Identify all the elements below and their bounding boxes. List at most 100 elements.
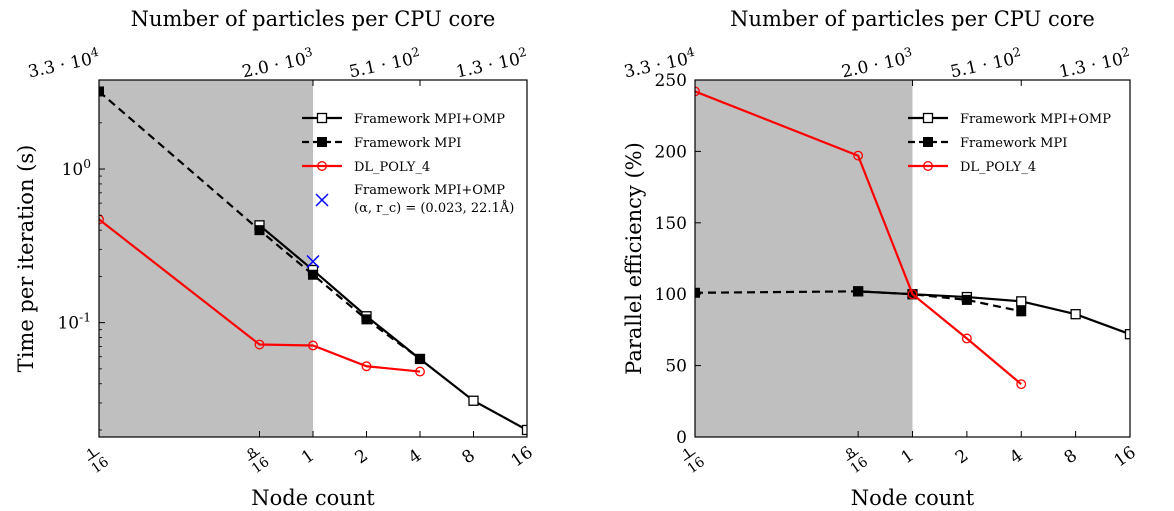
x-tick-text: 4 [405,446,425,469]
series-line [695,90,1022,386]
legend-entry: Framework MPI+OMP [302,112,505,127]
legend-label: Framework MPI [960,136,1067,151]
plot-area [695,86,1130,390]
x-tick-text: 816 [839,442,871,477]
x-tick-label: 8 [458,446,478,469]
y-axis-label: Time per iteration (s) [14,145,38,373]
y-tick-label: 100 [62,157,91,180]
x-tick-label: 4 [1006,446,1026,469]
x-axis-label: Node count [251,486,375,510]
data-point [361,314,372,325]
x-tick-text: 1 [897,446,917,469]
x-tick-text: 8 [458,446,478,469]
x2-axis-label: Number of particles per CPU core [730,7,1095,31]
x-tick-text: 2 [952,446,972,469]
x2-axis-label: Number of particles per CPU core [131,7,496,31]
legend-marker [315,193,329,207]
x-tick-label: 4 [405,446,425,469]
data-point [1016,306,1027,317]
y-axis-label: Parallel efficiency (%) [622,142,646,375]
data-point [254,225,265,236]
data-point [468,395,479,406]
y-tick-label: 250 [655,71,687,91]
legend-marker [922,112,934,124]
x2-tick-text: 3.3 · 104 [26,45,102,83]
y-tick-text: 50 [665,357,687,377]
data-point [361,361,372,372]
x2-tick-label: 5.1 · 102 [347,45,423,83]
legend-label: DL_POLY_4 [960,160,1036,175]
x-tick-text: 2 [351,446,371,469]
data-point [521,424,527,436]
legend-entry: Framework MPI [302,136,461,151]
x-tick-label: 816 [241,442,273,477]
x-tick-text: 8 [1061,446,1081,469]
x-tick-text: 1 [298,446,318,469]
x2-tick-label: 1.3 · 102 [454,45,530,83]
plot-area [99,86,527,436]
y-tick-label: 100 [655,285,687,305]
x-tick-text: 116 [80,442,112,477]
x2-tick-label: 2.0 · 103 [240,45,316,83]
y-tick-label: 0 [676,428,687,448]
y-tick-text: 150 [655,214,687,234]
data-point [1016,296,1027,307]
data-point [306,254,320,269]
data-point [254,339,265,350]
y-tick-text: 200 [655,142,687,162]
legend-label-line2: (α, r_c) = (0.023, 22.1Å) [354,200,514,216]
legend-marker [317,137,327,147]
data-point [308,340,318,351]
data-point [853,286,864,297]
series-dl-poly-4 [99,214,425,377]
x-tick-label: 2 [952,446,972,469]
x-tick-text: 816 [241,442,273,477]
x-tick-text: 16 [508,443,537,472]
data-point [415,366,425,377]
x-tick-text: 16 [1111,443,1140,472]
y-tick-label: 200 [655,142,687,162]
x-tick-label: 1 [897,446,917,469]
x2-tick-label: 2.0 · 103 [839,45,915,83]
data-point [961,333,972,344]
x-tick-label: 16 [1111,443,1140,472]
x-tick-label: 1 [298,446,318,469]
shaded-region [99,80,313,437]
legend-marker [923,161,933,171]
legend-entry: DL_POLY_4 [908,160,1036,175]
x2-tick-label: 1.3 · 102 [1057,45,1133,83]
x2-tick-text: 1.3 · 102 [454,45,530,83]
x-tick-label: 2 [351,446,371,469]
data-point [961,294,972,305]
x2-tick-text: 5.1 · 102 [948,45,1024,83]
y-tick-label: 50 [665,357,687,377]
legend-marker [923,137,933,147]
legend-entry: DL_POLY_4 [302,160,430,175]
data-point [1124,329,1130,340]
y-tick-text: 100 [655,285,687,305]
x2-tick-text: 5.1 · 102 [347,45,423,83]
legend-marker [317,161,327,171]
legend-label: Framework MPI+OMP [960,112,1111,127]
y-tick-label: 150 [655,214,687,234]
legend-label: Framework MPI [354,136,461,151]
x2-tick-text: 1.3 · 102 [1057,45,1133,83]
legend-entry: Framework MPI+OMP [908,112,1111,127]
data-point [1016,379,1027,390]
legend-marker [316,112,328,124]
x2-tick-text: 2.0 · 103 [240,45,316,83]
legend-label: Framework MPI+OMP [354,183,505,198]
series-framework-mpi [99,86,425,364]
y-tick-text: 250 [655,71,687,91]
data-point [695,287,700,298]
x2-tick-text: 2.0 · 103 [839,45,915,83]
x-tick-label: 8 [1061,446,1081,469]
legend: Framework MPI+OMP Framework MPI DL_POLY_4 [908,112,1111,175]
legend-label: DL_POLY_4 [354,160,430,175]
x2-tick-label: 3.3 · 104 [26,45,102,83]
data-point [415,353,425,364]
x-axis-label: Node count [851,486,975,510]
x-tick-label: 116 [80,442,112,477]
